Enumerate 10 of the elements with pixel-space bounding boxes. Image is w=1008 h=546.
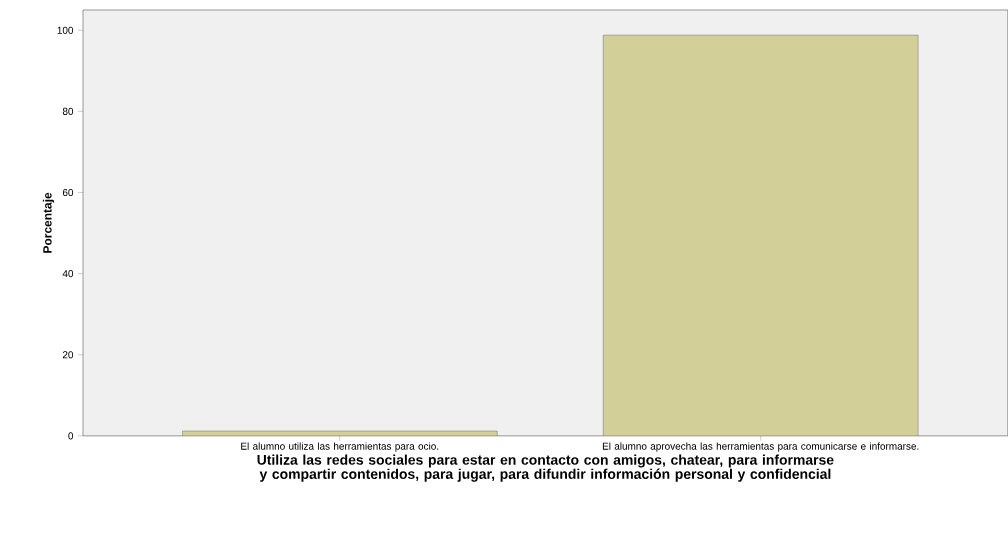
y-tick-label: 0: [68, 432, 74, 440]
y-tick-label: 40: [62, 270, 74, 278]
x-tick-label: El alumno utiliza las herramientas para ocio.: [241, 442, 439, 452]
y-tick-label: 100: [57, 26, 74, 34]
x-axis-title: Utiliza las redes sociales para estar en contacto con amigos, chatear, para informarse y compartir contenidos, para jugar, para difundir información personal y confidencial: [257, 454, 834, 482]
x-tick-label: El alumno aprovecha las herramientas para comunicarse e informarse.: [602, 442, 919, 452]
y-axis-title: Porcentaje: [42, 192, 55, 253]
y-tick-label: 60: [62, 189, 74, 197]
y-tick-label: 80: [62, 107, 74, 115]
y-tick-label: 20: [62, 351, 74, 359]
